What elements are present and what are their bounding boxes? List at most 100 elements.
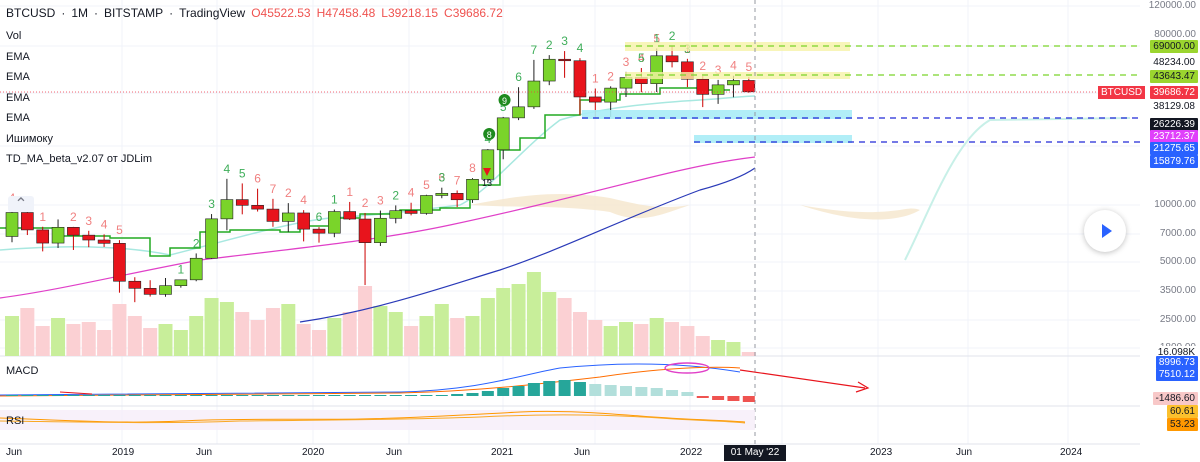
candle-body	[189, 257, 203, 281]
td-setup-label: 8	[487, 130, 492, 140]
macd-histogram-bar	[650, 388, 663, 396]
td-count-red: 3	[377, 194, 384, 208]
td-count-green: 1	[653, 31, 660, 45]
price-axis[interactable]: 120000.0080000.0020000.0010000.007000.00…	[1140, 0, 1200, 462]
indicator-ema-3[interactable]: EMA	[6, 91, 30, 104]
td-count-green: 2	[392, 188, 399, 202]
volume-bar	[557, 298, 572, 356]
macd-signal-line	[0, 366, 741, 397]
collapse-legend-button[interactable]: ⌃	[8, 196, 34, 213]
macd-histogram-bar	[282, 395, 295, 396]
candle-body	[466, 178, 479, 201]
td-count-red: 3	[85, 214, 92, 228]
candle-body	[573, 60, 587, 98]
indicator-ema-1[interactable]: EMA	[6, 50, 30, 63]
replay-play-button[interactable]	[1084, 210, 1126, 252]
macd-histogram-bar	[113, 395, 126, 396]
volume-bar	[219, 302, 234, 356]
price-badge: 15879.76	[1150, 155, 1198, 168]
td-count-red: 6	[254, 172, 261, 186]
indicator-ichimoku[interactable]: Ишимоку	[6, 132, 53, 145]
play-icon	[1101, 224, 1112, 238]
macd-histogram-bar	[635, 387, 648, 396]
td-count-green: 2	[669, 29, 676, 43]
td-count-green: 5	[500, 100, 507, 114]
td-count-green: 7	[531, 43, 538, 57]
td-count-green: 1	[331, 193, 338, 207]
volume-bar	[112, 304, 127, 356]
td-count-green: 2	[193, 236, 200, 250]
macd-histogram-bar	[742, 396, 755, 402]
symbol-name[interactable]: BTCUSD	[6, 6, 56, 20]
candle-body	[496, 117, 510, 151]
volume-bar	[66, 324, 81, 356]
td-count-red: 5	[745, 60, 752, 74]
price-badge: 48234.00	[1150, 56, 1198, 69]
indicator-ema-2[interactable]: EMA	[6, 71, 30, 83]
ema-line-teal	[0, 95, 756, 256]
td-count-red: 5	[116, 223, 123, 237]
time-tick: 2020	[302, 447, 325, 458]
candle-body	[5, 212, 19, 237]
candle-body	[251, 205, 264, 210]
macd-arrow-drawing	[739, 369, 866, 389]
volume-bar	[450, 318, 465, 356]
interval-label[interactable]: 1M	[71, 6, 89, 20]
indicator-ema-4[interactable]: EMA	[6, 112, 30, 124]
price-tick: 5000.00	[1159, 256, 1196, 267]
candle-body	[343, 211, 357, 220]
candle-body	[450, 193, 464, 201]
time-tick: 2024	[1060, 447, 1083, 458]
open-value: O45522.53	[251, 6, 311, 20]
candle-body	[588, 96, 602, 103]
volume-bar	[511, 284, 526, 356]
volume-bar	[665, 322, 680, 356]
td-count-green: 3	[208, 197, 215, 211]
ema-line-blue	[299, 167, 756, 323]
macd-histogram-bar	[558, 380, 571, 396]
candle-body	[696, 78, 710, 95]
ichimoku-cloud	[800, 205, 920, 220]
td-setup-marker	[498, 94, 511, 106]
rsi-pane-label[interactable]: RSI	[6, 415, 25, 427]
indicator-td-ma[interactable]: TD_MA_beta_v2.07 от JDLim	[6, 153, 153, 165]
volume-bar	[143, 328, 158, 356]
candle-body	[113, 243, 126, 282]
td-countdown-13: 13	[482, 178, 492, 188]
candle-body	[220, 199, 234, 220]
candle-body	[128, 280, 142, 289]
volume-bar	[235, 312, 250, 356]
candle-body	[312, 228, 326, 234]
volume-bar	[127, 316, 142, 356]
volume-bar	[465, 316, 480, 356]
candle-body	[665, 55, 679, 63]
macd-pane-label[interactable]: MACD	[6, 365, 39, 377]
time-axis[interactable]: Jun 2019 Jun 2020 Jun 2021 Jun 2022 2023 Jun 2024	[0, 444, 1140, 462]
volume-bar	[741, 352, 756, 356]
macd-histogram-bar	[666, 390, 679, 396]
time-tick: Jun	[574, 447, 591, 458]
macd-histogram-bar	[313, 395, 325, 396]
price-tick: 10000.00	[1154, 199, 1196, 210]
indicator-vol[interactable]: Vol	[6, 30, 22, 42]
volume-bar	[158, 324, 173, 356]
candle-body	[542, 58, 556, 82]
macd-histogram-bar	[620, 386, 632, 396]
macd-histogram-bar	[512, 386, 525, 396]
volume-bar	[634, 324, 649, 356]
ichimoku-cloud	[470, 194, 690, 219]
macd-histogram-bar	[374, 395, 387, 396]
td-count-red: 5	[653, 31, 660, 45]
candle-body	[21, 212, 34, 231]
volume-bar	[204, 298, 219, 356]
rsi-band	[0, 410, 755, 430]
td-count-green: 1	[178, 263, 185, 277]
candle-body	[742, 80, 756, 93]
td-count-red: 1	[592, 72, 599, 86]
time-tick: Jun	[956, 447, 973, 458]
price-badge: 16.098K	[1154, 346, 1198, 359]
price-tick: 120000.00	[1148, 0, 1196, 11]
candle-body	[297, 212, 310, 230]
support-zone	[694, 135, 852, 143]
